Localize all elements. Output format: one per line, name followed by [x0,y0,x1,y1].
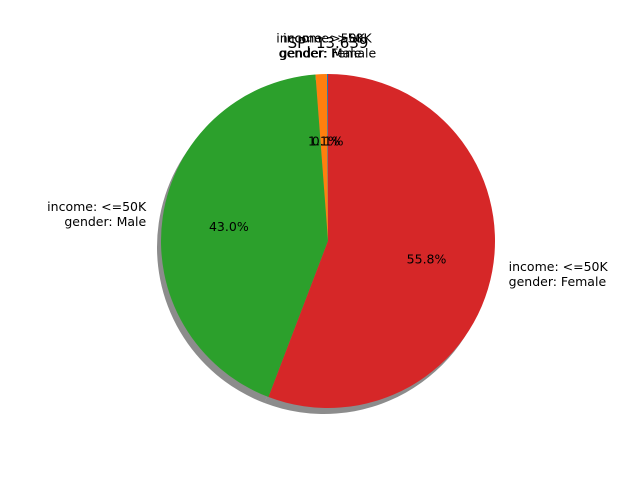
pie-percent-label: 1.1% [308,133,340,148]
pie-slice [268,74,495,408]
pie-slice-label: income: <=50K gender: Female [509,259,609,289]
pie-slice [160,74,328,398]
pie-percent-label: 0.1% [312,133,344,148]
chart-title: SP: 13.639 [288,34,369,52]
pie-slices [160,74,495,408]
pie-percent-label: 43.0% [209,219,249,234]
pie-slice [315,74,328,241]
pie-slice-label: income: >50K gender: Female [279,30,377,60]
pie-percent-labels: 0.1%1.1% 43.0% 55.8% [209,133,447,266]
pie-slice [326,74,328,241]
pie-percent-label: 55.8% [407,252,447,267]
pie-slice-label: income: <=50K gender: Male [47,199,147,229]
pie-slice-label: income: >50K gender: Male [276,30,365,60]
